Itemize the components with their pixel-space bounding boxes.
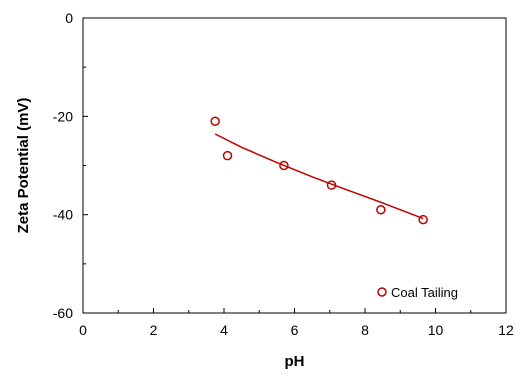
x-axis: 0 2 4 6 8 10 12 [79,308,514,338]
plot-border [82,17,507,314]
x-tick-label: 8 [361,322,369,338]
data-point [376,205,386,215]
x-tick-label: 4 [220,322,228,338]
y-axis: -60 -40 -20 0 [53,10,88,321]
y-tick-label: -40 [53,207,73,223]
data-point [279,160,289,171]
legend: Coal Tailing [377,285,458,300]
plot-area [82,17,507,314]
x-tick-label: 0 [79,322,87,338]
x-tick-label: 2 [150,322,158,338]
y-tick-label: -20 [53,108,73,124]
data-points [210,116,428,225]
y-axis-title: Zeta Potential (mV) [15,98,32,234]
trendline [214,133,424,220]
data-point [222,150,233,161]
legend-label: Coal Tailing [391,285,458,300]
x-tick-label: 6 [291,322,299,338]
y-tick-label: -60 [53,305,73,321]
data-point [326,180,337,190]
data-point [418,214,428,225]
x-tick-label: 10 [428,322,444,338]
legend-marker [377,287,387,297]
y-tick-label: 0 [65,10,73,26]
x-tick-label: 12 [498,322,514,338]
x-axis-title: pH [285,353,305,370]
data-point [210,116,220,126]
